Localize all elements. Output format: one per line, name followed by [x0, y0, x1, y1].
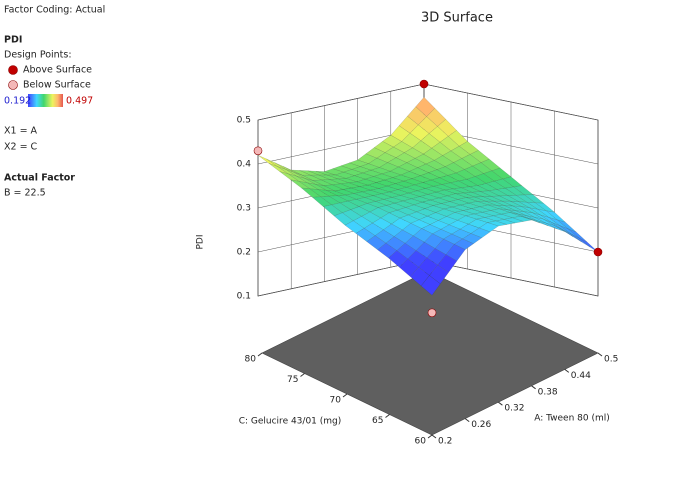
x-tick-label: 0.32: [504, 404, 524, 414]
surface-patch: [504, 186, 526, 196]
surface-patch: [322, 204, 343, 217]
x-axis-title: A: Tween 80 (ml): [534, 414, 610, 424]
legend-label: Above Surface: [23, 65, 92, 76]
tick-mark: [531, 385, 536, 390]
legend: Above Surface Below Surface 0.192 0.497: [4, 65, 93, 107]
x-tick-label: 0.5: [604, 355, 618, 365]
x-tick-label: 0.26: [471, 420, 491, 430]
surface-patch: [363, 222, 384, 236]
surface: [257, 96, 599, 296]
surface-patch: [285, 169, 305, 179]
surface-patch: [257, 155, 278, 167]
factor-map: X2 = C: [4, 142, 38, 153]
z-tick-label: 0.2: [237, 248, 251, 258]
surface-patch: [556, 219, 577, 233]
surface-patch: [383, 223, 403, 237]
x-tick-label: 0.44: [571, 371, 591, 381]
legend-title: PDI: [4, 35, 22, 46]
surface-patch: [347, 199, 368, 207]
design-point: [253, 146, 263, 156]
design-point: [419, 79, 429, 89]
actual-factor: B = 22.5: [4, 188, 46, 199]
surface-patch: [438, 195, 459, 202]
surface-patch: [515, 194, 536, 204]
surface-patch: [372, 173, 394, 181]
floor: [261, 270, 599, 436]
y-tick-label: 70: [330, 396, 342, 406]
chart-title: 3D Surface: [421, 11, 493, 26]
surface-patch: [528, 218, 549, 226]
surface-patch: [367, 182, 388, 189]
legend-marker: [8, 80, 18, 90]
surface-patch: [359, 163, 381, 171]
z-tick-label: 0.1: [237, 292, 251, 302]
tick-mark: [564, 368, 570, 373]
surface-patch: [339, 200, 360, 210]
colorbar-min: 0.192: [4, 96, 31, 107]
z-axis-title: PDI: [196, 234, 206, 249]
tick-mark: [342, 393, 348, 398]
surface-patch: [420, 275, 441, 296]
surface-patch: [407, 250, 428, 268]
factor-map: X1 = A: [4, 126, 38, 137]
y-tick-label: 75: [287, 375, 298, 385]
x-tick-label: 0.38: [538, 387, 558, 397]
z-tick-label: 0.3: [237, 204, 251, 214]
surface-patch: [287, 173, 308, 183]
design-point: [427, 308, 437, 318]
surface-patch: [377, 242, 398, 259]
surface-patch: [445, 244, 466, 262]
surface-patch: [333, 212, 354, 226]
design-point: [593, 247, 603, 257]
y-tick-label: 80: [245, 355, 257, 365]
y-tick-label: 65: [372, 416, 383, 426]
y-tick-label: 60: [415, 437, 427, 447]
surface-patch: [318, 174, 338, 180]
tick-mark: [300, 373, 305, 377]
x-tick-label: 0.2: [438, 437, 452, 447]
actual-factor-title: Actual Factor: [4, 173, 75, 184]
surface-patch: [488, 204, 508, 210]
surface-patch: [545, 222, 565, 232]
z-tick-label: 0.4: [237, 160, 252, 170]
surface-patch: [502, 176, 523, 188]
surface-patch: [329, 178, 349, 185]
surface-patch: [437, 254, 458, 273]
tick-mark: [385, 414, 390, 418]
tick-mark: [427, 434, 433, 439]
coding-label: Factor Coding: Actual: [4, 5, 105, 16]
colorbar-max: 0.497: [66, 96, 93, 107]
tick-mark: [431, 434, 437, 439]
surface-patch: [413, 201, 434, 209]
legend-marker: [8, 65, 18, 75]
surface-patch: [366, 235, 387, 251]
surface-patch: [268, 163, 289, 174]
surface-patch: [570, 233, 590, 248]
surface-patch: [463, 165, 484, 177]
tick-mark: [498, 401, 503, 406]
surface-patch: [428, 126, 449, 143]
surface-patch: [537, 220, 557, 229]
y-axis-title: C: Gelucire 43/01 (mg): [239, 417, 342, 427]
tick-mark: [257, 352, 263, 357]
tick-mark: [597, 352, 603, 357]
tick-mark: [464, 418, 470, 423]
surface-patch: [503, 217, 525, 224]
z-tick-label: 0.5: [237, 116, 251, 126]
legend-subtitle: Design Points:: [4, 50, 72, 61]
legend-label: Below Surface: [23, 80, 91, 91]
colorbar: [28, 94, 63, 107]
surface-patch: [427, 191, 448, 199]
surface-patch: [364, 176, 386, 183]
